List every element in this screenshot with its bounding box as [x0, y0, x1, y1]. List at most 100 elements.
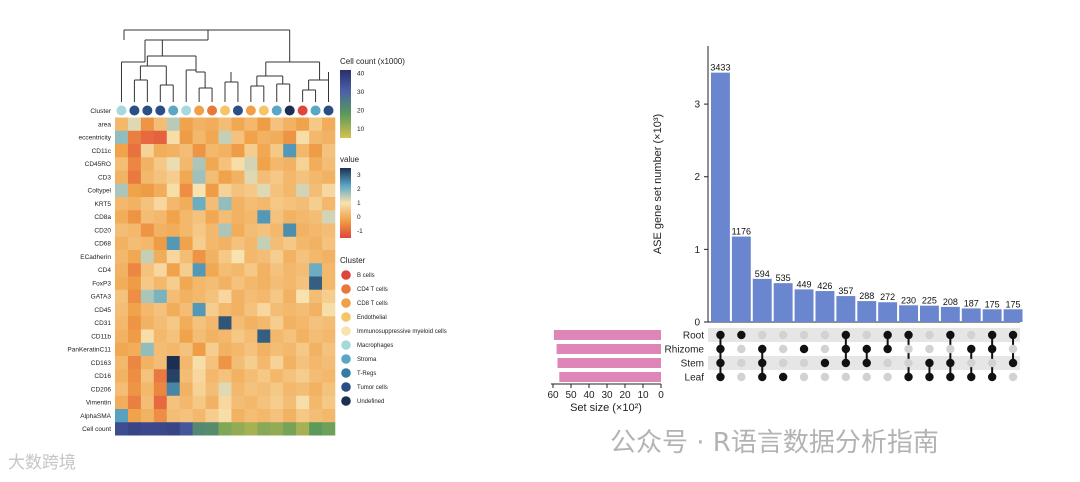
heat-cell — [115, 236, 129, 251]
heat-cell — [296, 117, 310, 132]
row-label: ECadherin — [80, 254, 111, 261]
heat-cell — [218, 409, 232, 423]
heat-cell — [231, 183, 245, 198]
set-size-bar — [553, 330, 661, 340]
heat-cell — [179, 276, 193, 291]
row-label: CD4 — [98, 267, 111, 274]
heat-cell — [205, 395, 219, 410]
heat-cell — [283, 303, 297, 317]
heat-cell — [127, 289, 142, 304]
heat-cell — [205, 197, 219, 211]
heat-cell — [283, 183, 297, 198]
heat-cell — [244, 236, 258, 251]
heat-cell — [153, 197, 168, 211]
heat-cell — [309, 382, 323, 397]
heat-cell — [218, 250, 232, 264]
heat-cell — [270, 183, 284, 198]
heat-cell — [257, 223, 271, 238]
heat-cell — [218, 183, 232, 198]
heat-cell — [153, 130, 168, 145]
bar-value-label: 175 — [985, 299, 1000, 309]
heat-cell — [205, 250, 219, 264]
cluster-dot — [168, 105, 179, 116]
matrix-dot-active — [967, 344, 976, 354]
heat-cell — [153, 329, 168, 344]
heat-cell — [179, 197, 193, 211]
heat-cell — [296, 250, 310, 264]
heat-cell — [218, 263, 232, 277]
heat-cell — [140, 236, 155, 251]
heat-cell — [257, 276, 271, 291]
heat-cell — [296, 316, 310, 330]
y-axis-title: ASE gene set number (×10³) — [652, 114, 664, 254]
row-label: FoxP3 — [92, 280, 111, 287]
heat-cell — [309, 303, 323, 317]
heat-cell — [244, 303, 258, 317]
heat-cell — [140, 250, 155, 264]
cluster-legend-label: Macrophages — [357, 343, 393, 349]
heat-cell — [218, 342, 232, 357]
row-label: GATA3 — [91, 294, 112, 301]
heat-cell — [322, 369, 336, 383]
heat-cell — [140, 197, 155, 211]
heat-cell — [257, 130, 271, 145]
heat-cell — [257, 395, 271, 410]
cluster-dot — [194, 105, 205, 116]
bar-value-label: 225 — [922, 296, 937, 306]
row-label: CD20 — [94, 227, 111, 234]
matrix-dot-active — [883, 344, 892, 354]
cellcount-cell — [270, 422, 284, 436]
heat-cell — [270, 250, 284, 264]
heat-cell — [231, 210, 245, 224]
heat-cell — [179, 329, 193, 344]
cluster-legend-label: Undefined — [357, 399, 384, 405]
matrix-dot-inactive — [841, 372, 851, 382]
cellcount-tick-label: 20 — [357, 107, 365, 114]
heat-cell — [244, 409, 258, 423]
heat-cell — [153, 183, 168, 198]
heat-cell — [283, 250, 297, 264]
heat-cell — [205, 382, 219, 397]
heat-cell — [231, 117, 245, 132]
heat-cell — [166, 236, 180, 251]
cellcount-cell — [205, 422, 219, 436]
heat-cell — [192, 329, 206, 344]
heat-cell — [257, 316, 271, 330]
cellcount-tick-label: 30 — [357, 89, 365, 96]
matrix-dot-active — [758, 372, 767, 382]
heat-cell — [140, 263, 155, 277]
cluster-legend-dot — [341, 354, 351, 364]
heat-cell — [205, 289, 219, 304]
heat-cell — [153, 117, 168, 132]
heat-cell — [309, 263, 323, 277]
heat-cell — [296, 170, 310, 185]
heat-cell — [309, 144, 323, 158]
cluster-dot — [284, 105, 295, 116]
heat-cell — [270, 369, 284, 383]
heat-cell — [192, 289, 206, 304]
cluster-legend-dot — [341, 396, 351, 406]
heat-cell — [166, 382, 180, 397]
heat-cell — [244, 144, 258, 158]
heat-cell — [270, 223, 284, 238]
heat-cell — [205, 409, 219, 423]
intersection-bar — [920, 305, 939, 322]
heat-cell — [179, 236, 193, 251]
heat-cell — [179, 157, 193, 171]
heat-cell — [322, 342, 336, 357]
heat-cell — [257, 144, 271, 158]
heat-cell — [231, 223, 245, 238]
heat-cell — [115, 289, 129, 304]
y-tick-label: 0 — [694, 318, 700, 329]
intersection-bar — [878, 302, 898, 322]
value-legend-title: value — [340, 155, 360, 164]
heat-cell — [218, 144, 232, 158]
cluster-legend-dot — [341, 368, 351, 378]
row-label: CD45 — [94, 307, 111, 314]
heat-cell — [322, 250, 336, 264]
heat-cell — [127, 263, 142, 277]
row-label: CD45RO — [85, 161, 111, 168]
heat-cell — [140, 157, 155, 171]
heat-cell — [322, 183, 336, 198]
set-size-bar — [559, 372, 661, 382]
